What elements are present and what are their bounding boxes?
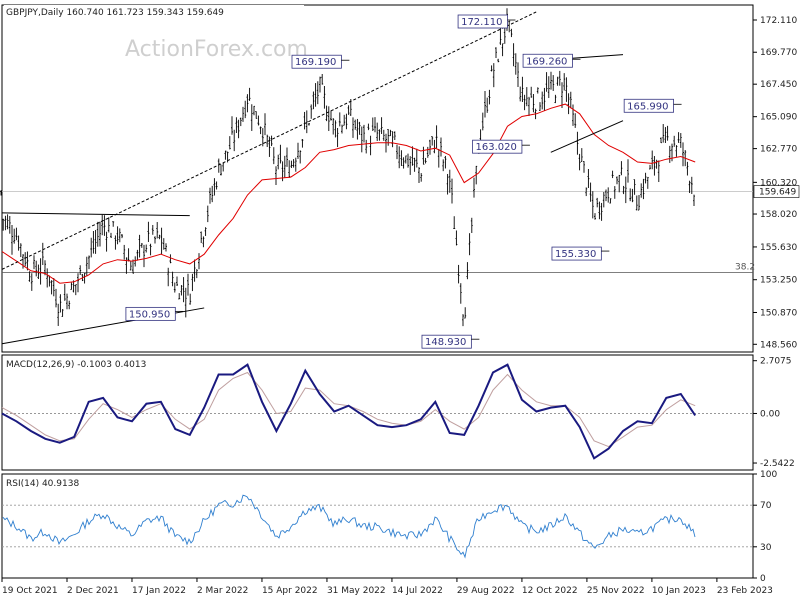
price-axis-label-1: 169.770 <box>760 48 797 58</box>
x-axis-label-5: 31 May 2022 <box>327 586 386 596</box>
price-annotation-box <box>291 54 342 69</box>
price-annotation-169.190: 169.190 <box>295 57 336 68</box>
price-annotation-148.930: 148.930 <box>425 337 466 348</box>
price-axis-label-3: 165.090 <box>760 113 797 123</box>
macd-series-macd <box>1 363 697 460</box>
price-annotation-box <box>522 53 573 68</box>
price-annotation-165.990: 165.990 <box>627 101 668 112</box>
last-price-box <box>753 185 800 198</box>
price-annotation-150.950: 150.950 <box>129 309 170 320</box>
last-price-label: 159.649 <box>759 188 796 198</box>
price-annotation-box <box>457 14 508 29</box>
macd-header: MACD(12,26,9) -0.1003 0.4013 <box>6 360 146 370</box>
x-axis-label-1: 2 Dec 2021 <box>67 586 119 596</box>
x-axis-label-11: 23 Feb 2023 <box>717 586 773 596</box>
x-axis-label-3: 2 Mar 2022 <box>197 586 248 596</box>
trendline-triangle-upper <box>1 212 190 217</box>
x-axis-label-7: 29 Aug 2022 <box>457 586 515 596</box>
price-axis-label-2: 167.450 <box>760 80 797 90</box>
ohlc-bars <box>0 8 695 327</box>
x-axis-label-6: 14 Jul 2022 <box>392 586 443 596</box>
trendline-rising-channel-upper <box>1 11 537 270</box>
trendline-wedge-lower <box>550 120 624 153</box>
rsi-header: RSI(14) 40.9138 <box>6 479 79 489</box>
panel-frame-1 <box>1 4 754 353</box>
price-axis-label-9: 150.870 <box>760 308 797 318</box>
macd-axis-label-1: 0.00 <box>760 409 780 419</box>
price-annotation-163.020: 163.020 <box>476 142 517 153</box>
macd-axis-label-0: 2.7075 <box>760 357 792 367</box>
x-axis-label-9: 25 Nov 2022 <box>587 586 645 596</box>
rsi-axis-label-1: 70 <box>760 501 772 511</box>
x-axis-label-8: 12 Oct 2022 <box>522 586 578 596</box>
price-header: GBPJPY,Daily 160.740 161.723 159.343 159… <box>6 8 224 18</box>
x-axis-label-2: 17 Jan 2022 <box>132 586 186 596</box>
price-annotation-box <box>623 98 674 113</box>
price-axis-label-5: 160.320 <box>760 178 797 188</box>
price-axis-label-0: 172.110 <box>760 16 797 26</box>
x-axis-label-4: 15 Apr 2022 <box>262 586 318 596</box>
x-axis-label-10: 10 Jan 2023 <box>652 586 706 596</box>
watermark: ActionForex.com <box>125 37 308 62</box>
price-annotation-box <box>421 334 472 349</box>
rsi-axis-label-0: 100 <box>760 470 777 480</box>
price-annotation-box <box>472 139 523 154</box>
moving-average-line <box>1 103 696 284</box>
rsi-series-line <box>2 494 696 559</box>
macd-axis-label-2: -2.5422 <box>760 459 795 469</box>
price-annotation-155.330: 155.330 <box>555 249 596 260</box>
price-axis-label-6: 158.020 <box>760 210 797 220</box>
panel-frame-2 <box>1 354 754 471</box>
rsi-axis-label-2: 30 <box>760 543 772 553</box>
trendline-wedge-upper <box>565 54 624 60</box>
price-annotation-box <box>125 306 176 321</box>
price-axis-label-10: 148.560 <box>760 340 797 350</box>
price-annotation-169.260: 169.260 <box>526 56 567 67</box>
rsi-axis-label-3: 0 <box>760 574 766 584</box>
fib-382-label: 38.2 <box>735 262 755 272</box>
price-annotation-172.110: 172.110 <box>461 17 502 28</box>
x-axis-label-0: 19 Oct 2021 <box>2 586 58 596</box>
price-axis-label-8: 153.250 <box>760 276 797 286</box>
price-annotation-box <box>551 246 602 261</box>
price-axis-label-7: 155.630 <box>760 243 797 253</box>
price-axis-label-4: 162.770 <box>760 145 797 155</box>
price-header-bg <box>4 5 304 18</box>
